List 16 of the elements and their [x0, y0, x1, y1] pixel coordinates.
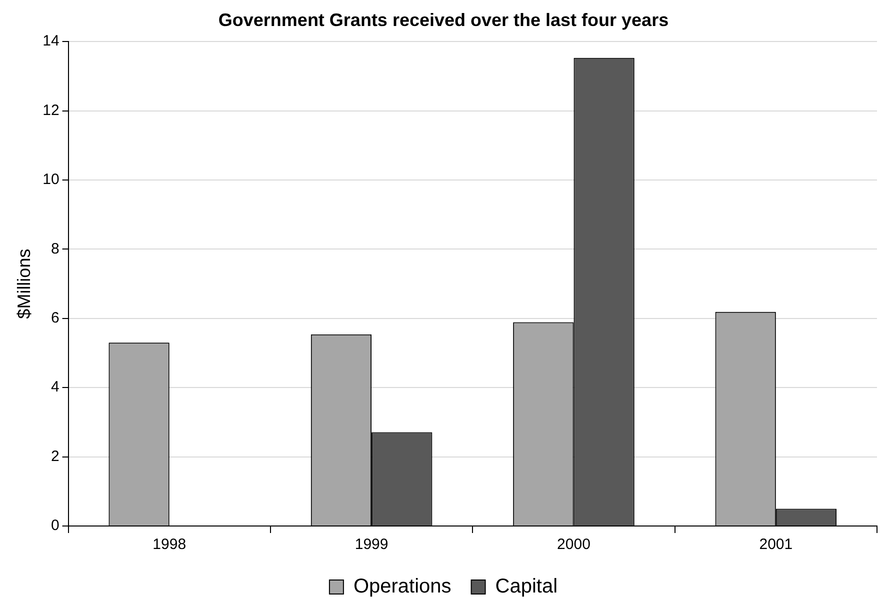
x-tick-label: 2000 — [557, 536, 590, 554]
y-tick-label: 8 — [50, 240, 60, 258]
y-tick-label: 6 — [50, 310, 60, 327]
x-tick-label: 1998 — [152, 536, 186, 554]
y-axis-title: $Millions — [14, 248, 34, 319]
chart-title: Government Grants received over the last four years — [218, 10, 669, 30]
y-tick-label: 14 — [42, 32, 60, 50]
x-tick-label: 2001 — [759, 536, 793, 554]
legend-label: Capital — [495, 576, 558, 598]
y-tick-label: 10 — [42, 171, 60, 188]
x-tick-label: 1999 — [354, 536, 388, 554]
legend-label: Operations — [353, 576, 452, 598]
y-tick-label: 4 — [50, 378, 60, 396]
y-tick-label: 2 — [50, 448, 60, 465]
y-tick-label: 0 — [50, 517, 60, 534]
y-tick-label: 12 — [42, 102, 60, 119]
